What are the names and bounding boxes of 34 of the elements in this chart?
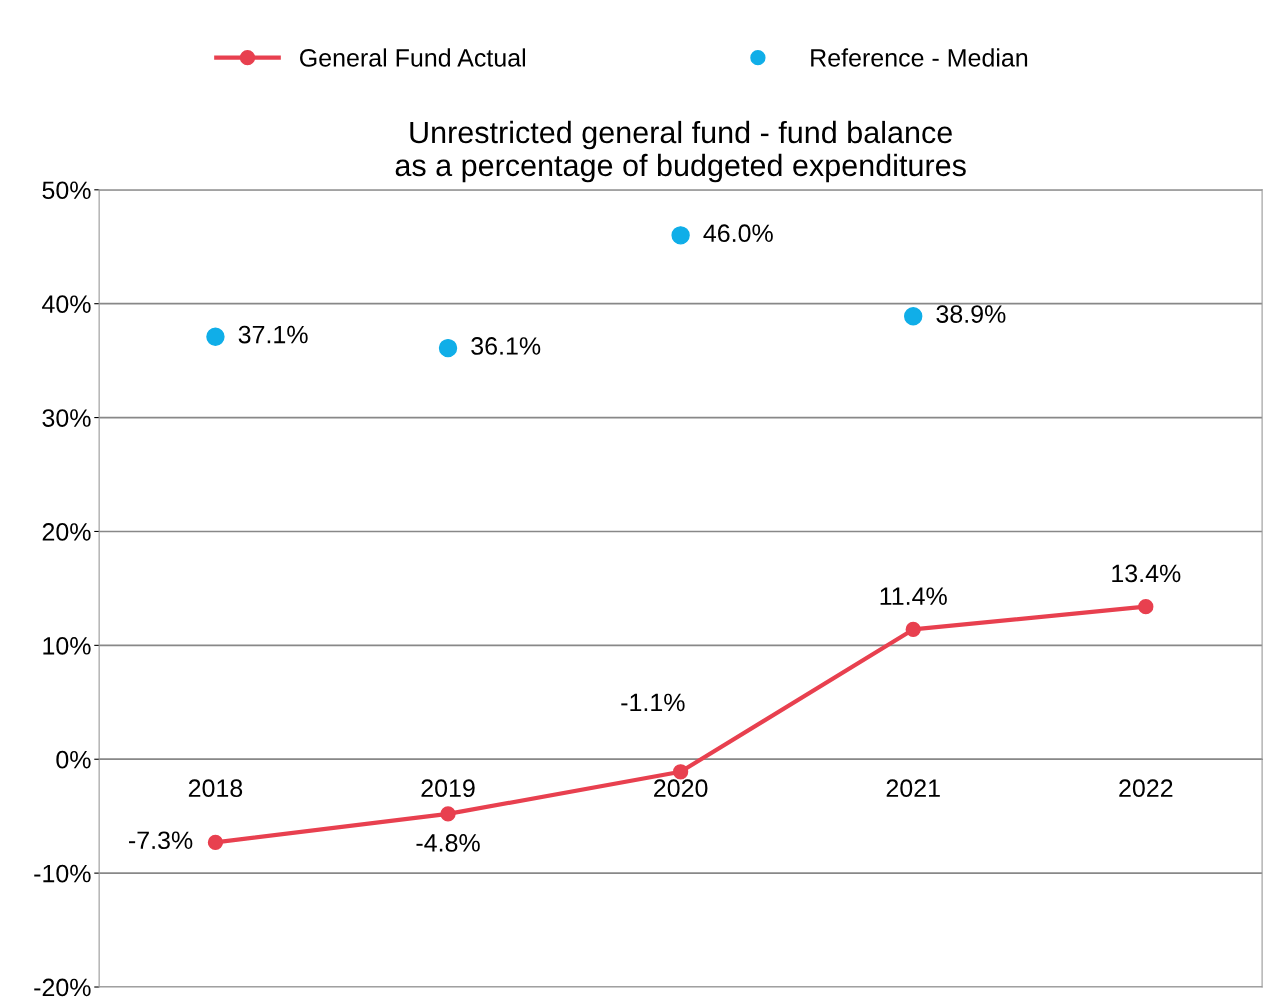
point [671, 226, 690, 245]
y-tick-label: 20% [42, 523, 91, 541]
x-tick-label: 2020 [654, 779, 708, 798]
y-tick-label: -10% [34, 864, 91, 883]
point [904, 307, 923, 326]
y-tick-label: 50% [42, 181, 91, 200]
data-label: 11.4% [880, 587, 947, 605]
x-tick-label: 2019 [421, 779, 475, 798]
point [905, 621, 921, 638]
y-tick-label: -20% [34, 978, 91, 997]
y-tick-label: 30% [42, 409, 91, 427]
data-label: -7.3% [129, 831, 193, 850]
data-label: 13.4% [1112, 564, 1181, 583]
data-label: 38.9% [936, 305, 1006, 323]
y-tick-label: 40% [42, 295, 91, 313]
x-tick-label: 2022 [1119, 779, 1173, 798]
chart-title: Unrestricted general fund - fund balance as a percentage of budgeted expenditures [395, 120, 966, 183]
legend-label: Reference - Median [811, 48, 1028, 67]
point [672, 764, 689, 780]
x-tick-label: 2021 [886, 779, 940, 798]
data-label: 46.0% [703, 224, 773, 243]
x-tick-label: 2018 [188, 779, 243, 798]
y-tick-label: 10% [43, 636, 91, 655]
point [1138, 598, 1154, 615]
point [206, 327, 225, 346]
point [207, 834, 224, 851]
y-tick-label: 0% [56, 750, 91, 769]
data-label: -4.8% [416, 834, 480, 852]
point [440, 806, 456, 822]
legend-label: General Fund Actual [300, 48, 525, 67]
data-label: -1.1% [621, 693, 685, 712]
data-label: 36.1% [471, 337, 541, 355]
point [438, 338, 458, 358]
data-label: 37.1% [238, 325, 308, 344]
